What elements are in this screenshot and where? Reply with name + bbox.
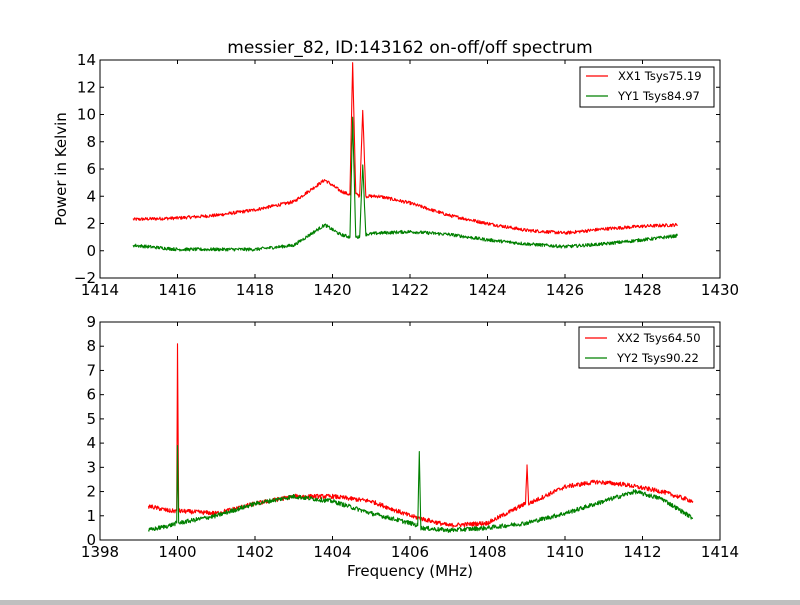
top-xtick-label: 1416 — [158, 281, 196, 299]
bottom-xtick-label: 1414 — [701, 543, 739, 561]
bottom-axes: 1398 1400 1402 1404 1406 1408 1410 1412 1414 0 1 2 3… — [81, 313, 739, 580]
top-legend-yy1-label: YY1 Tsys84.97 — [617, 89, 700, 103]
bottom-ytick-label: 8 — [86, 337, 96, 355]
top-ytick-label: 2 — [86, 215, 96, 233]
top-xtick-label: 1426 — [546, 281, 584, 299]
top-ytick-label: 0 — [86, 242, 96, 260]
bottom-xtick-label: 1404 — [313, 543, 351, 561]
bottom-legend-box — [578, 326, 715, 369]
top-legend-xx1-label: XX1 Tsys75.19 — [618, 69, 702, 83]
bottom-legend: XX2 Tsys64.50 YY2 Tsys90.22 — [578, 326, 715, 369]
bottom-xtick-label: 1412 — [623, 543, 661, 561]
bottom-xtick-label: 1400 — [158, 543, 196, 561]
bottom-ytick-label: 0 — [86, 531, 96, 549]
top-ytick-label: 4 — [86, 187, 96, 205]
top-series-xx1-line — [132, 62, 678, 235]
top-ytick-label: 6 — [86, 160, 96, 178]
bottom-xtick-label: 1406 — [391, 543, 429, 561]
top-xtick-label: 1420 — [313, 281, 351, 299]
top-plot-lines — [132, 62, 678, 252]
bottom-ytick-label: 5 — [86, 410, 96, 428]
top-ytick-label: 10 — [77, 106, 96, 124]
bottom-legend-xx2-label: XX2 Tsys64.50 — [617, 331, 701, 345]
top-ylabel: Power in Kelvin — [52, 112, 70, 226]
bottom-xtick-label: 1402 — [236, 543, 274, 561]
bottom-xtick-label: 1408 — [468, 543, 506, 561]
top-ytick-label: 14 — [77, 51, 96, 69]
bottom-xtick-label: 1410 — [546, 543, 584, 561]
bottom-ytick-label: 6 — [86, 386, 96, 404]
top-ytick-label: −2 — [74, 269, 96, 287]
top-axes: 1414 1416 1418 1420 1422 1424 1426 1428 1430 −2 0 2… — [52, 51, 739, 299]
top-xtick-label: 1422 — [391, 281, 429, 299]
bottom-xlabel: Frequency (MHz) — [347, 562, 473, 580]
bottom-plot-lines — [147, 343, 694, 533]
bottom-ytick-label: 2 — [86, 483, 96, 501]
top-xtick-label: 1428 — [623, 281, 661, 299]
top-xtick-label: 1424 — [468, 281, 506, 299]
top-xtick-label: 1430 — [701, 281, 739, 299]
top-axes-ticks: 1414 1416 1418 1420 1422 1424 1426 1428 1430 −2 0 2… — [74, 51, 739, 299]
bottom-series-yy2-line — [147, 444, 694, 533]
bottom-xtick-label: 1398 — [81, 543, 119, 561]
top-ytick-label: 8 — [86, 133, 96, 151]
chart-title: messier_82, ID:143162 on-off/off spectru… — [227, 38, 592, 58]
bottom-ytick-label: 9 — [86, 313, 96, 331]
top-xtick-label: 1418 — [236, 281, 274, 299]
bottom-ytick-label: 7 — [86, 361, 96, 379]
bottom-legend-yy2-label: YY2 Tsys90.22 — [616, 351, 699, 365]
top-xtick-label: 1414 — [81, 281, 119, 299]
top-legend-box — [579, 66, 715, 108]
top-ytick-label: 12 — [77, 78, 96, 96]
top-series-yy1-line — [132, 116, 678, 252]
top-legend: XX1 Tsys75.19 YY1 Tsys84.97 — [579, 66, 715, 108]
bottom-ytick-label: 4 — [86, 434, 96, 452]
bottom-axes-ticks: 1398 1400 1402 1404 1406 1408 1410 1412 1414 0 1 2 3… — [81, 313, 739, 561]
bottom-ytick-label: 3 — [86, 458, 96, 476]
bottom-ytick-label: 1 — [86, 507, 96, 525]
